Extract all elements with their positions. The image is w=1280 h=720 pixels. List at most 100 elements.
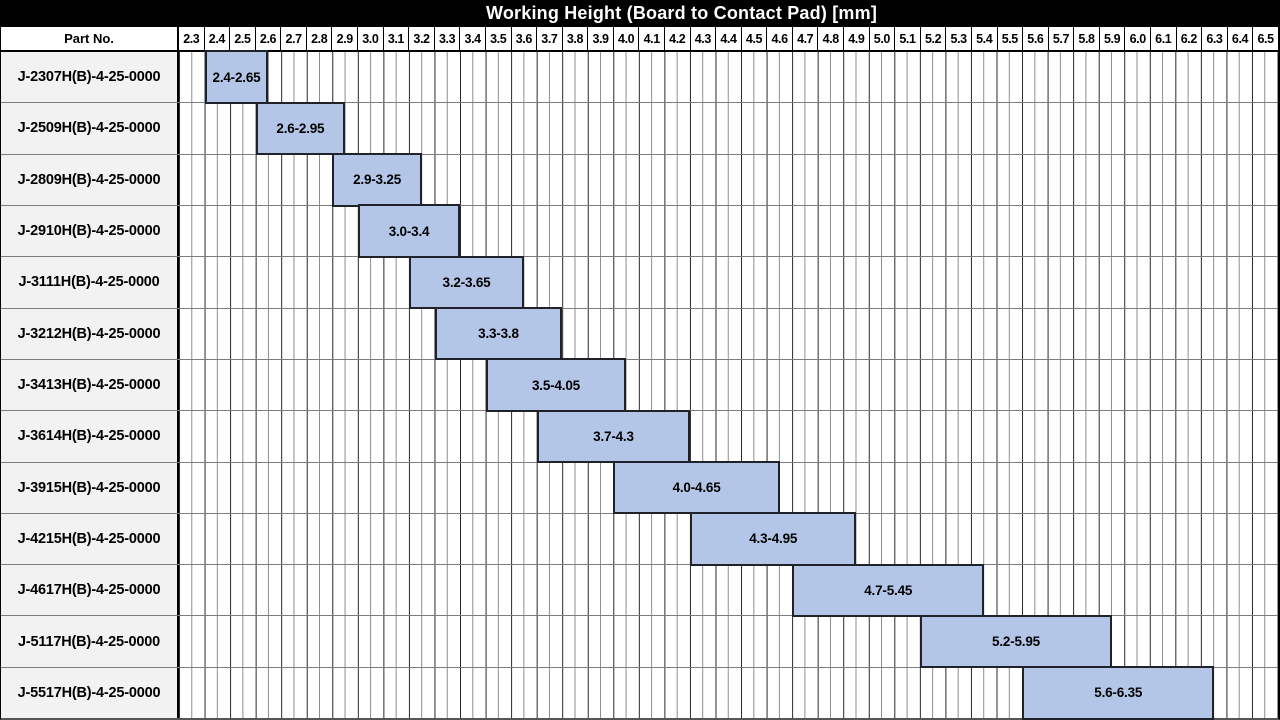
axis-tick-label: 3.8	[561, 27, 588, 50]
axis-tick-label: 2.6	[254, 27, 281, 50]
axis-tick-label: 2.7	[280, 27, 306, 50]
row-grid: 3.2-3.65	[179, 255, 1278, 310]
row-grid: 5.2-5.95	[179, 614, 1278, 669]
axis-tick-label: 2.8	[305, 27, 332, 50]
row-grid: 3.7-4.3	[179, 409, 1278, 464]
table-body: J-2307H(B)-4-25-0000 2.4-2.65 J-2509H(B)…	[1, 50, 1278, 720]
axis-header-row: Part No. 2.3 2.4 2.5 2.6 2.7 2.8 2.9 3.0 3.1 3.2 3…	[1, 27, 1278, 52]
table-row: J-3614H(B)-4-25-0000 3.7-4.3	[1, 409, 1278, 464]
range-label: 5.6-6.35	[1094, 685, 1143, 701]
row-grid: 4.0-4.65	[179, 460, 1278, 515]
axis-tick-label: 4.3	[689, 27, 716, 50]
range-bar: 3.3-3.8	[434, 306, 563, 361]
table-row: J-5117H(B)-4-25-0000 5.2-5.95	[1, 614, 1278, 669]
axis-tick-label: 2.4	[203, 27, 230, 50]
axis-tick-label: 5.9	[1098, 27, 1125, 50]
axis-tick-label: 3.1	[382, 27, 409, 50]
table-row: J-4215H(B)-4-25-0000 4.3-4.95	[1, 512, 1278, 566]
range-bar: 2.4-2.65	[204, 50, 269, 104]
axis-tick-label: 6.2	[1175, 27, 1202, 50]
axis-tick-label: 5.2	[919, 27, 946, 50]
range-label: 3.2-3.65	[442, 274, 491, 290]
axis-tick-label: 5.3	[945, 27, 971, 50]
row-grid: 2.9-3.25	[179, 153, 1278, 207]
axis-tick-label: 3.3	[433, 27, 460, 50]
range-bar: 5.6-6.35	[1022, 666, 1215, 720]
axis-tick-label: 2.9	[331, 27, 357, 50]
range-label: 3.0-3.4	[388, 223, 430, 239]
axis-tick-label: 6.3	[1201, 27, 1227, 50]
range-label: 3.7-4.3	[593, 428, 634, 444]
row-grid: 3.3-3.8	[179, 306, 1278, 361]
row-grid: 2.4-2.65	[179, 50, 1278, 104]
part-no-cell: J-3614H(B)-4-25-0000	[1, 411, 179, 462]
row-grid: 4.7-5.45	[179, 563, 1278, 618]
range-bar: 3.7-4.3	[536, 409, 691, 464]
range-bar: 4.7-5.45	[792, 563, 985, 618]
table-row: J-2509H(B)-4-25-0000 2.6-2.95	[1, 101, 1278, 156]
range-label: 3.5-4.05	[532, 377, 580, 393]
range-bar: 3.5-4.05	[485, 358, 627, 412]
table-row: J-2307H(B)-4-25-0000 2.4-2.65	[1, 50, 1278, 104]
part-no-cell: J-2809H(B)-4-25-0000	[1, 154, 179, 205]
row-grid: 4.3-4.95	[179, 512, 1278, 566]
part-no-cell: J-5117H(B)-4-25-0000	[1, 616, 179, 667]
axis-tick-label: 4.0	[612, 27, 639, 50]
axis-tick-label: 4.1	[638, 27, 664, 50]
axis-tick-label: 4.9	[843, 27, 869, 50]
part-no-cell: J-4215H(B)-4-25-0000	[1, 513, 179, 565]
part-no-cell: J-2910H(B)-4-25-0000	[1, 205, 179, 257]
part-no-cell: J-2307H(B)-4-25-0000	[1, 52, 179, 103]
table-row: J-3413H(B)-4-25-0000 3.5-4.05	[1, 358, 1278, 412]
chart-title: Working Height (Board to Contact Pad) [m…	[485, 3, 878, 23]
axis-tick-label: 5.8	[1073, 27, 1099, 50]
table-row: J-5517H(B)-4-25-0000 5.6-6.35	[1, 666, 1278, 720]
axis-tick-label: 4.6	[766, 27, 792, 50]
axis-tick-label: 5.0	[868, 27, 895, 50]
axis-tick-label: 2.5	[229, 27, 255, 50]
range-label: 4.0-4.65	[672, 480, 721, 496]
axis-tick-label: 5.6	[1022, 27, 1048, 50]
table-row: J-3111H(B)-4-25-0000 3.2-3.65	[1, 255, 1278, 310]
axis-tick-label: 3.0	[357, 27, 383, 50]
part-no-cell: J-3915H(B)-4-25-0000	[1, 462, 179, 513]
range-bar: 4.3-4.95	[690, 512, 857, 566]
axis-tick-label: 3.4	[459, 27, 485, 50]
axis-tick-label: 4.2	[663, 27, 690, 50]
axis-tick-label: 3.7	[536, 27, 562, 50]
table-row: J-2910H(B)-4-25-0000 3.0-3.4	[1, 204, 1278, 258]
range-label: 3.3-3.8	[478, 326, 519, 342]
axis-tick-label: 3.9	[587, 27, 613, 50]
table-row: J-2809H(B)-4-25-0000 2.9-3.25	[1, 153, 1278, 207]
chart-title-bar: Working Height (Board to Contact Pad) [m…	[1, 0, 1278, 27]
range-label: 4.7-5.45	[864, 582, 913, 598]
range-label: 2.9-3.25	[353, 172, 402, 188]
table-row: J-4617H(B)-4-25-0000 4.7-5.45	[1, 563, 1278, 618]
axis-tick-label: 6.4	[1226, 27, 1253, 50]
axis-tick-label: 4.5	[740, 27, 767, 50]
part-no-cell: J-3111H(B)-4-25-0000	[1, 257, 179, 308]
part-no-cell: J-2509H(B)-4-25-0000	[1, 103, 179, 154]
axis-tick-label: 4.7	[791, 27, 818, 50]
range-label: 4.3-4.95	[749, 531, 798, 547]
part-no-cell: J-3413H(B)-4-25-0000	[1, 359, 179, 411]
range-bar: 2.6-2.95	[255, 101, 346, 156]
row-grid: 5.6-6.35	[179, 666, 1278, 720]
part-no-cell: J-3212H(B)-4-25-0000	[1, 308, 179, 359]
range-label: 5.2-5.95	[992, 634, 1040, 650]
axis-tick-label: 6.5	[1252, 27, 1278, 50]
part-no-cell: J-5517H(B)-4-25-0000	[1, 667, 179, 719]
axis-tick-label: 6.1	[1149, 27, 1176, 50]
range-bar: 4.0-4.65	[613, 460, 780, 515]
table-row: J-3915H(B)-4-25-0000 4.0-4.65	[1, 460, 1278, 515]
axis-tick-label: 5.4	[970, 27, 997, 50]
row-grid: 3.0-3.4	[179, 204, 1278, 258]
axis-tick-row: 2.3 2.4 2.5 2.6 2.7 2.8 2.9 3.0 3.1 3.2 3.3 3.4 3.5 3…	[179, 27, 1278, 50]
axis-tick-label: 4.4	[715, 27, 741, 50]
range-bar: 5.2-5.95	[920, 614, 1112, 669]
row-grid: 3.5-4.05	[179, 358, 1278, 412]
row-grid: 2.6-2.95	[179, 101, 1278, 156]
axis-tick-label: 5.1	[894, 27, 920, 50]
axis-tick-label: 4.8	[817, 27, 843, 50]
